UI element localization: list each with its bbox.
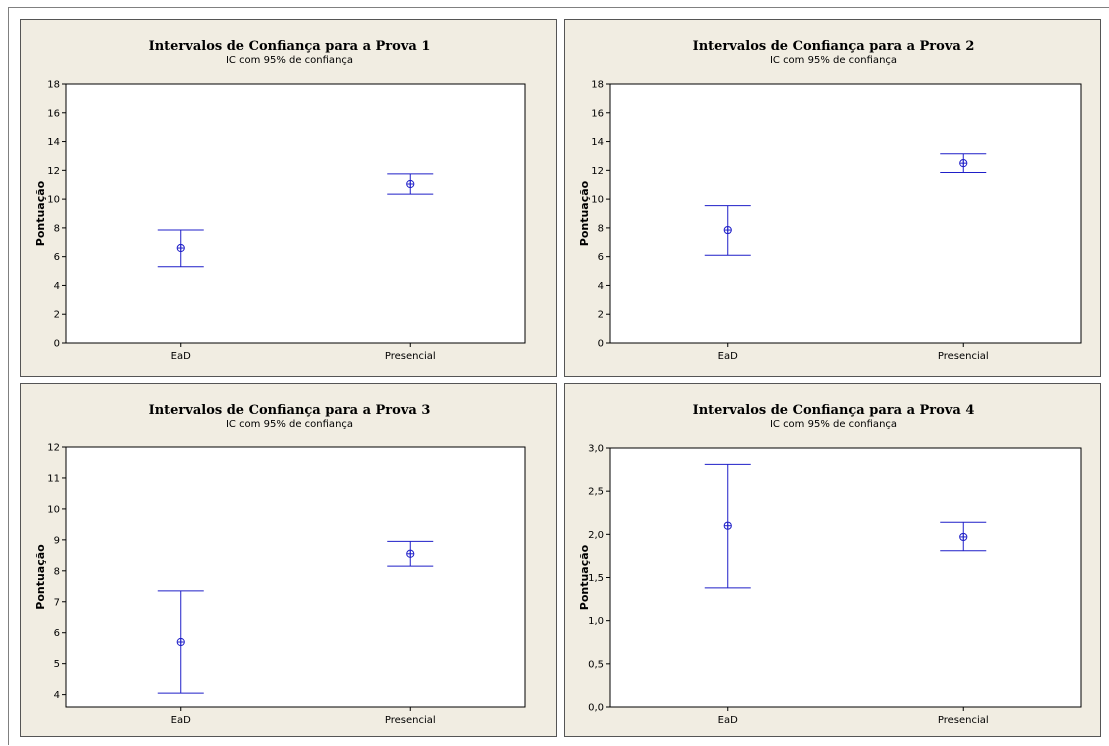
y-tick-label: 0 bbox=[598, 339, 604, 350]
plot-area bbox=[609, 447, 1082, 708]
y-tick-label: 14 bbox=[47, 137, 60, 148]
y-tick-label: 0,0 bbox=[588, 703, 604, 714]
chart-subtitle: IC com 95% de confiança bbox=[770, 419, 897, 430]
y-tick-label: 0 bbox=[54, 339, 60, 350]
confidence-interval bbox=[704, 205, 751, 256]
chart-svg: Intervalos de Confiança para a Prova 4IC… bbox=[578, 403, 1082, 726]
y-tick-label: 4 bbox=[598, 281, 604, 292]
y-tick-label: 6 bbox=[54, 252, 60, 263]
y-tick-label: 8 bbox=[54, 566, 60, 577]
chart-title: Intervalos de Confiança para a Prova 3 bbox=[149, 403, 431, 418]
x-tick-label: Presencial bbox=[385, 351, 436, 362]
plot-area bbox=[65, 83, 526, 344]
y-tick-label: 2 bbox=[54, 310, 60, 321]
y-tick-label: 16 bbox=[591, 108, 604, 119]
chart-title: Intervalos de Confiança para a Prova 2 bbox=[693, 39, 975, 54]
chart-panel: Intervalos de Confiança para a Prova 4 IC… bbox=[564, 383, 1101, 737]
y-tick-label: 9 bbox=[54, 535, 60, 546]
y-axis-label: Pontuação bbox=[34, 544, 47, 610]
y-tick-label: 12 bbox=[47, 443, 60, 454]
y-tick-label: 11 bbox=[47, 473, 60, 484]
y-tick-label: 8 bbox=[598, 223, 604, 234]
chart-svg: Intervalos de Confiança para a Prova 2IC… bbox=[578, 39, 1082, 362]
y-tick-label: 6 bbox=[54, 628, 60, 639]
y-tick-label: 18 bbox=[591, 80, 604, 91]
y-tick-label: 16 bbox=[47, 108, 60, 119]
figure-frame bbox=[8, 7, 1109, 745]
plot-area bbox=[65, 446, 526, 708]
y-tick-label: 2,5 bbox=[588, 487, 604, 498]
y-tick-label: 2 bbox=[598, 310, 604, 321]
y-tick-label: 1,0 bbox=[588, 616, 604, 627]
chart-title: Intervalos de Confiança para a Prova 4 bbox=[693, 403, 975, 418]
x-tick-label: Presencial bbox=[385, 715, 436, 726]
x-tick-label: EaD bbox=[171, 351, 191, 362]
x-tick-label: Presencial bbox=[938, 715, 989, 726]
y-tick-label: 6 bbox=[598, 252, 604, 263]
confidence-interval bbox=[157, 229, 204, 268]
chart-panel: Intervalos de Confiança para a Prova 2 IC… bbox=[564, 19, 1101, 377]
x-tick-label: EaD bbox=[718, 351, 738, 362]
x-tick-label: EaD bbox=[171, 715, 191, 726]
y-tick-label: 2,0 bbox=[588, 530, 604, 541]
chart-panel: Intervalos de Confiança para a Prova 3 IC… bbox=[20, 383, 557, 737]
plot-area bbox=[609, 83, 1082, 344]
chart-subtitle: IC com 95% de confiança bbox=[226, 55, 353, 66]
x-tick-label: EaD bbox=[718, 715, 738, 726]
y-tick-label: 4 bbox=[54, 281, 60, 292]
y-tick-label: 12 bbox=[47, 166, 60, 177]
y-tick-label: 4 bbox=[54, 690, 60, 701]
y-axis-label: Pontuação bbox=[34, 180, 47, 246]
x-tick-label: Presencial bbox=[938, 351, 989, 362]
chart-title: Intervalos de Confiança para a Prova 1 bbox=[149, 39, 431, 54]
y-tick-label: 5 bbox=[54, 659, 60, 670]
y-tick-label: 10 bbox=[591, 195, 604, 206]
chart-panel: Intervalos de Confiança para a Prova 1 IC… bbox=[20, 19, 557, 377]
y-tick-label: 10 bbox=[47, 195, 60, 206]
y-axis-label: Pontuação bbox=[578, 544, 591, 610]
y-tick-label: 10 bbox=[47, 504, 60, 515]
chart-subtitle: IC com 95% de confiança bbox=[770, 55, 897, 66]
chart-subtitle: IC com 95% de confiança bbox=[226, 419, 353, 430]
chart-svg: Intervalos de Confiança para a Prova 3IC… bbox=[34, 403, 526, 726]
y-tick-label: 18 bbox=[47, 80, 60, 91]
confidence-interval bbox=[940, 153, 987, 173]
y-tick-label: 3,0 bbox=[588, 444, 604, 455]
confidence-interval bbox=[387, 173, 434, 195]
y-tick-label: 1,5 bbox=[588, 573, 604, 584]
confidence-interval bbox=[157, 590, 204, 694]
confidence-interval bbox=[704, 463, 751, 589]
y-tick-label: 14 bbox=[591, 137, 604, 148]
y-axis-label: Pontuação bbox=[578, 180, 591, 246]
y-tick-label: 0,5 bbox=[588, 659, 604, 670]
y-tick-label: 12 bbox=[591, 166, 604, 177]
y-tick-label: 8 bbox=[54, 223, 60, 234]
confidence-interval bbox=[387, 540, 434, 567]
confidence-interval bbox=[940, 521, 987, 552]
y-tick-label: 7 bbox=[54, 597, 60, 608]
chart-svg: Intervalos de Confiança para a Prova 1IC… bbox=[34, 39, 526, 362]
